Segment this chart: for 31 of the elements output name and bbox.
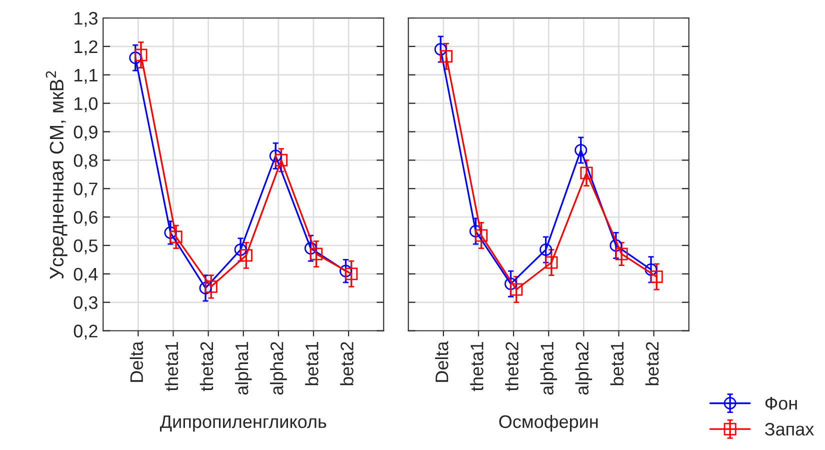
y-tick-label: 1,2 [74, 40, 98, 56]
x-tick-label: theta2 [505, 342, 518, 392]
x-tick-label: alpha2 [575, 342, 592, 395]
x-tick-label: beta2 [645, 342, 659, 386]
y-tick-label: 1,3 [74, 12, 98, 27]
x-tick-label: theta2 [200, 342, 214, 392]
y-axis-title: Усредненная СМ, мкВ$^{2}$ [46, 71, 68, 279]
y-tick-label: 0,7 [74, 182, 98, 198]
y-tick-label: 0,3 [74, 296, 98, 312]
x-tick-label: beta2 [340, 342, 354, 386]
x-tick-label: Delta [130, 341, 144, 382]
legend-label: Фон [765, 397, 797, 410]
y-tick-label: 0,5 [74, 239, 98, 254]
y-tick-label: 0,4 [74, 268, 98, 283]
y-tick-label: 0,2 [74, 324, 98, 340]
legend-label: Запах [764, 422, 814, 436]
y-tick-label: 0,8 [74, 154, 98, 170]
x-tick-label: alpha1 [540, 342, 558, 395]
y-tick-label: 1,1 [74, 68, 98, 84]
y-tick-label: 1,0 [74, 97, 98, 112]
x-tick-label: beta1 [610, 342, 624, 386]
x-axis-title: Осмоферин [499, 414, 598, 432]
y-tick-label: 0,9 [74, 126, 98, 141]
x-tick-label: theta1 [470, 342, 484, 392]
x-tick-label: Delta [435, 341, 448, 382]
x-tick-label: alpha2 [270, 342, 287, 395]
y-tick-label: 0,6 [74, 210, 98, 226]
x-axis-title: Дипропиленгликоль [160, 415, 326, 432]
x-tick-label: alpha1 [234, 342, 252, 395]
x-tick-label: beta1 [305, 342, 318, 386]
x-tick-label: theta1 [164, 342, 178, 392]
